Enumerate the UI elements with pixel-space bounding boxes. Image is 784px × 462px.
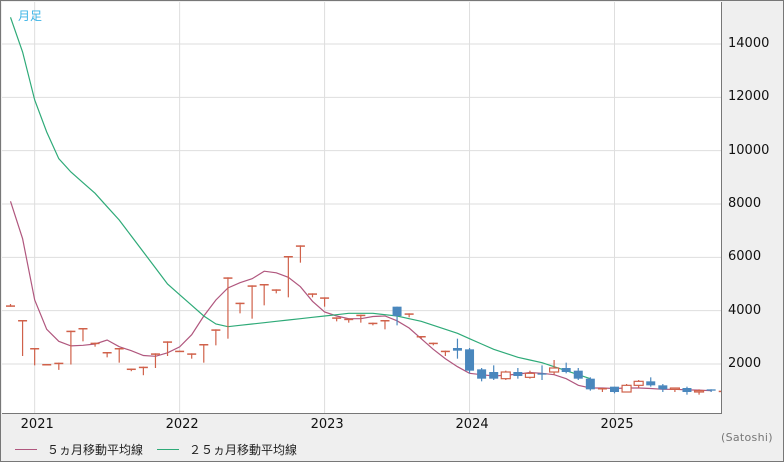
- ma5-line: [9, 201, 712, 392]
- candle: [440, 350, 450, 357]
- candle: [693, 389, 705, 395]
- unit-label: (Satoshi): [721, 431, 773, 444]
- candle: [718, 390, 721, 393]
- candle: [537, 365, 547, 381]
- candle: [283, 256, 293, 298]
- candle: [597, 388, 607, 393]
- candle: [561, 362, 571, 374]
- candle: [187, 353, 197, 359]
- y-tick-label: 12000: [728, 89, 770, 105]
- candle: [90, 342, 100, 347]
- plot-area: 月足: [2, 2, 722, 414]
- candle: [78, 328, 88, 342]
- candle: [259, 284, 269, 306]
- ma25-line-swatch-icon: [157, 449, 180, 450]
- candle: [633, 380, 644, 389]
- candle: [477, 368, 487, 382]
- candlestick-chart: [2, 2, 721, 413]
- candle: [344, 318, 354, 323]
- candle: [42, 364, 52, 366]
- candle: [320, 297, 330, 307]
- candle: [428, 342, 438, 346]
- candle: [18, 320, 28, 357]
- candle: [404, 313, 414, 318]
- candle: [392, 306, 402, 326]
- candle: [682, 386, 692, 395]
- x-tick-label: 2023: [310, 417, 344, 432]
- candle: [452, 338, 462, 359]
- candle: [247, 285, 257, 319]
- candle: [621, 384, 632, 393]
- candle: [66, 330, 76, 365]
- candle: [368, 322, 378, 326]
- candle: [500, 370, 511, 381]
- y-tick-label: 2000: [728, 356, 762, 371]
- legend-label-ma5: ５ヵ月移動平均線: [47, 443, 144, 457]
- candle: [356, 314, 366, 323]
- candle: [199, 344, 209, 363]
- legend: ５ヵ月移動平均線 ２５ヵ月移動平均線: [15, 441, 311, 458]
- y-tick-label: 6000: [728, 249, 762, 265]
- candle: [138, 366, 148, 376]
- candle: [658, 384, 668, 393]
- y-tick-label: 4000: [728, 302, 762, 318]
- candle: [524, 370, 536, 379]
- candle: [54, 362, 64, 370]
- candle: [175, 350, 185, 353]
- legend-label-ma25: ２５ヵ月移動平均線: [189, 443, 298, 457]
- candle: [308, 293, 317, 298]
- candle: [489, 365, 499, 381]
- candle: [669, 387, 681, 393]
- candle: [163, 341, 173, 357]
- candle: [416, 336, 426, 339]
- period-label: 月足: [18, 9, 43, 23]
- candle: [30, 348, 40, 366]
- candle: [150, 353, 160, 369]
- candle: [548, 360, 560, 375]
- candle: [223, 277, 233, 339]
- x-tick-label: 2022: [165, 417, 199, 432]
- candle: [6, 304, 15, 307]
- candle: [706, 389, 716, 393]
- ma25-line: [9, 17, 591, 380]
- candle: [380, 320, 390, 330]
- candle: [126, 368, 136, 372]
- legend-item-ma25: ２５ヵ月移動平均線: [157, 441, 297, 458]
- candle: [211, 329, 221, 346]
- y-tick-label: 10000: [728, 142, 770, 158]
- x-tick-label: 2021: [20, 417, 54, 432]
- candle: [646, 377, 656, 387]
- candle: [235, 302, 245, 314]
- y-tick-label: 8000: [728, 196, 762, 211]
- candle: [513, 368, 523, 379]
- candle: [585, 377, 595, 391]
- x-tick-label: 2024: [455, 417, 489, 432]
- candle: [332, 317, 342, 322]
- ma5-line-swatch-icon: [15, 449, 37, 450]
- candle: [271, 289, 281, 294]
- legend-item-ma5: ５ヵ月移動平均線: [15, 441, 143, 458]
- candle: [114, 348, 124, 363]
- candle: [465, 348, 475, 374]
- candle: [573, 368, 583, 381]
- candle: [295, 245, 305, 263]
- y-tick-label: 14000: [728, 36, 770, 51]
- x-tick-label: 2025: [600, 417, 634, 432]
- candle: [102, 352, 112, 358]
- candle: [610, 386, 619, 394]
